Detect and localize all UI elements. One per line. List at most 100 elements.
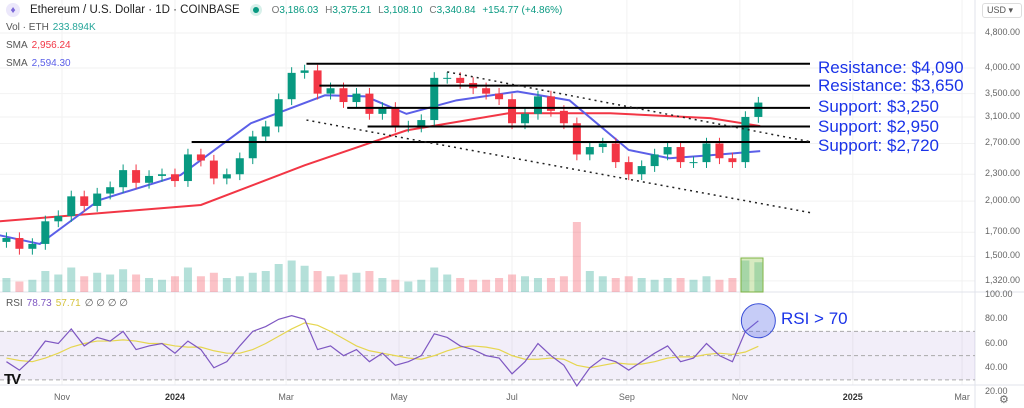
volume-bar: [533, 278, 542, 292]
volume-bar: [196, 276, 205, 292]
volume-bar: [391, 279, 400, 292]
candle: [598, 143, 607, 148]
candle: [261, 126, 270, 137]
rsi-line: [6, 314, 759, 388]
volume-bar: [754, 262, 763, 292]
volume-bar: [598, 276, 607, 292]
candle: [339, 88, 348, 103]
volume-bar: [287, 260, 296, 292]
candle: [365, 93, 374, 114]
price-tick-label: 3,500.00: [985, 87, 1021, 98]
settings-icon: ⚙: [999, 394, 1009, 406]
volume-bar: [339, 274, 348, 292]
time-tick-label: 2024: [164, 392, 185, 402]
volume-legend[interactable]: Vol · ETH 233.894K: [6, 22, 96, 33]
candle: [119, 170, 128, 188]
volume-bar: [715, 279, 724, 292]
volume-bar: [2, 278, 11, 292]
candle: [209, 160, 218, 179]
candle: [391, 107, 400, 127]
price-tick-label: 4,800.00: [985, 26, 1021, 37]
volume-bar: [170, 276, 179, 292]
candle: [637, 166, 646, 175]
rsi-tick-label: 60.00: [985, 337, 1008, 348]
candle: [15, 238, 24, 249]
candle: [443, 77, 452, 79]
time-tick-label: Jul: [506, 392, 518, 402]
candle: [521, 113, 529, 124]
rsi-highlight-circle: [740, 303, 776, 339]
candle: [28, 243, 37, 249]
candle: [533, 96, 542, 114]
candle: [313, 70, 322, 94]
volume-bar: [365, 271, 374, 292]
symbol-title[interactable]: Ethereum / U.S. Dollar · 1D · COINBASE: [30, 4, 240, 16]
time-tick-label: Mar: [278, 392, 294, 402]
candle: [508, 99, 517, 124]
time-tick-label: Nov: [731, 392, 748, 402]
volume-bar: [209, 272, 218, 292]
candle: [54, 216, 63, 222]
volume-bar: [235, 276, 244, 292]
volume-bar: [611, 278, 620, 292]
candle: [728, 158, 737, 163]
candle: [93, 193, 102, 206]
trendline: [447, 71, 813, 143]
ethereum-icon: ♦: [6, 3, 20, 17]
candle: [495, 93, 504, 100]
time-tick-label: May: [390, 392, 408, 402]
volume-bar: [80, 276, 89, 292]
candle: [170, 174, 179, 182]
candle: [611, 143, 620, 163]
candle: [702, 143, 711, 163]
volume-bar: [637, 278, 646, 292]
volume-bar: [378, 278, 387, 292]
candle: [274, 99, 283, 127]
candle: [676, 147, 685, 163]
candle: [689, 162, 698, 164]
volume-bar: [28, 279, 37, 292]
volume-bar: [119, 269, 128, 292]
price-tick-label: 4,000.00: [985, 62, 1021, 72]
candle: [248, 136, 257, 159]
price-tick-label: 2,300.00: [985, 168, 1021, 179]
support-3250-label: Support: $3,250: [818, 97, 939, 116]
ohlc-values: O3,186.03 H3,375.21 L3,108.10 C3,340.84 …: [271, 4, 563, 16]
price-tick-label: 1,700.00: [985, 226, 1021, 237]
volume-bar: [300, 265, 309, 292]
price-tick-label: 1,320.00: [985, 274, 1021, 285]
volume-bar: [404, 281, 413, 292]
rsi-tick-label: 20.00: [985, 386, 1008, 396]
candle: [80, 196, 89, 206]
sma-200-legend[interactable]: SMA 2,956.24: [6, 40, 71, 51]
volume-bar: [741, 260, 750, 292]
candle: [326, 88, 335, 94]
volume-bar: [663, 278, 672, 292]
time-tick-label: Mar: [954, 392, 970, 402]
candle: [482, 88, 491, 94]
candle: [287, 72, 296, 100]
volume-bar: [559, 276, 568, 292]
candle: [132, 170, 141, 183]
time-tick-label: 2025: [842, 392, 863, 402]
currency-selector[interactable]: USD ▾: [982, 3, 1022, 18]
candle: [41, 221, 50, 244]
candle: [663, 147, 672, 155]
rsi-tick-label: 100.00: [985, 289, 1013, 299]
volume-bar: [248, 272, 257, 292]
support-2950-label: Support: $2,950: [818, 117, 939, 136]
volume-bar: [352, 272, 361, 292]
rsi-legend[interactable]: RSI 78.73 57.71 ∅ ∅ ∅ ∅: [6, 298, 128, 309]
volume-bar: [93, 272, 102, 292]
volume-bar: [54, 274, 63, 292]
volume-bar: [521, 276, 529, 292]
candle: [754, 102, 763, 117]
volume-bar: [158, 279, 167, 292]
volume-bar: [495, 278, 504, 292]
volume-bar: [443, 274, 452, 292]
candle: [183, 154, 192, 182]
sma-50-legend[interactable]: SMA 2,594.30: [6, 58, 71, 69]
candle: [352, 93, 361, 103]
volume-bar: [106, 274, 115, 292]
